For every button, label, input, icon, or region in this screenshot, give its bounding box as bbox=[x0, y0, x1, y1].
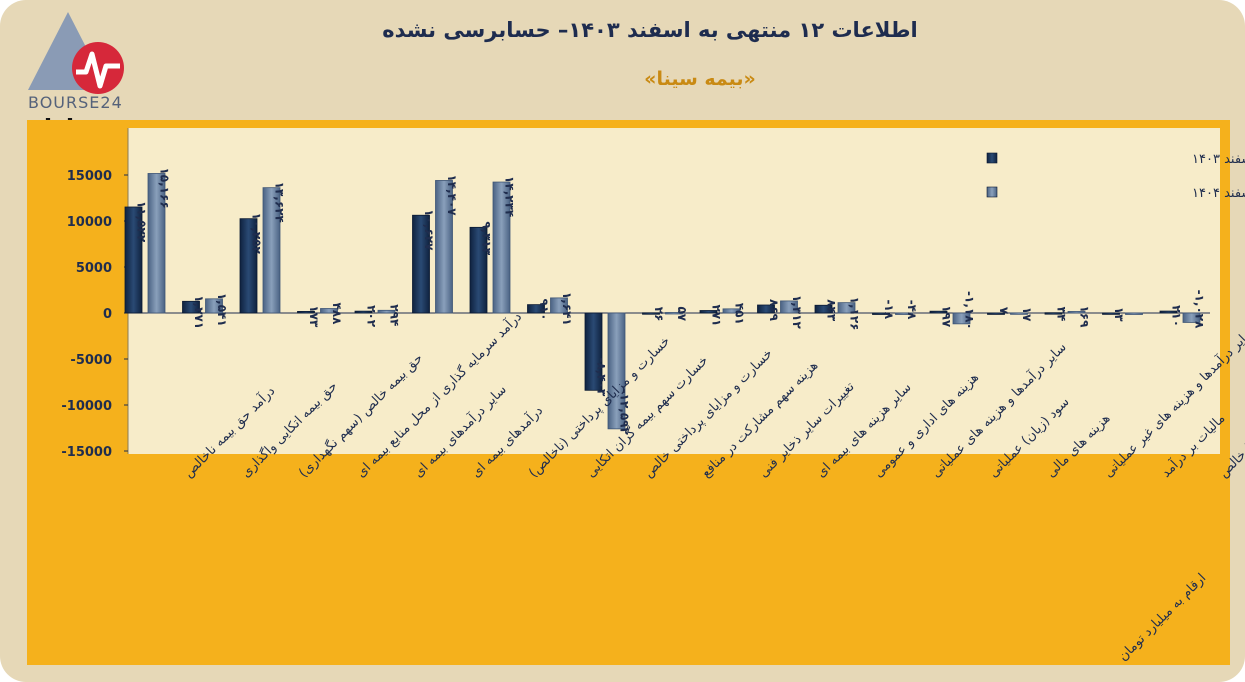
bar-series-2 bbox=[1010, 312, 1028, 315]
logo-brand-text: BOURSE24 bbox=[28, 93, 123, 112]
data-label: ۱۷۳ bbox=[307, 305, 321, 328]
data-label: -۸,۴۰۳ bbox=[595, 357, 609, 397]
bar-series-2 bbox=[665, 312, 683, 315]
y-tick-label: 15000 bbox=[67, 169, 112, 184]
bar-series-2 bbox=[607, 312, 626, 430]
legend-entry-2: عملکرد منتهی به اسفند ۱۴۰۴ bbox=[1192, 186, 1245, 201]
bar-series-2 bbox=[550, 297, 568, 314]
data-label: ۱,۵۴۱ bbox=[215, 293, 229, 327]
bar-series-1 bbox=[124, 206, 143, 314]
data-label: ۴۸۸ bbox=[330, 303, 344, 326]
data-label: ۲۶ bbox=[652, 307, 666, 322]
bar-series-2 bbox=[377, 309, 396, 314]
data-label: ۱۹۷ bbox=[940, 305, 954, 328]
data-label: ۴۵۱ bbox=[733, 303, 747, 325]
data-label: ۱۷ bbox=[1020, 307, 1034, 322]
bar-series-1 bbox=[584, 312, 603, 391]
data-label: ۱۴,۴۰۷ bbox=[445, 174, 459, 216]
bar-series-2 bbox=[1125, 312, 1143, 315]
data-label: -۱,۱۸۰ bbox=[963, 291, 977, 330]
bar-series-1 bbox=[297, 311, 315, 314]
data-label: ۱,۲۷۱ bbox=[192, 295, 206, 329]
bar-series-1 bbox=[699, 310, 718, 314]
bar-series-2 bbox=[895, 312, 913, 315]
bourse24-logo: BOURSE24 bbox=[28, 12, 124, 112]
heartbeat-icon bbox=[76, 51, 120, 89]
bar-series-1 bbox=[1102, 312, 1120, 315]
data-label: ۲۰۲ bbox=[365, 305, 379, 328]
bar-series-2 bbox=[1182, 312, 1201, 323]
bar-series-1 bbox=[239, 218, 258, 314]
data-label: ۱,۱۲۶ bbox=[848, 297, 862, 331]
chart-subtitle: «بیمه سینا» bbox=[644, 68, 756, 90]
bar-series-2 bbox=[780, 300, 798, 314]
data-label: -۱۲,۵۹۲ bbox=[618, 389, 632, 436]
bar-series-2 bbox=[1067, 311, 1086, 314]
data-label: ۱۳,۶۲۴ bbox=[273, 182, 287, 223]
y-tick-label: -10000 bbox=[61, 399, 112, 414]
y-tick-label: 5000 bbox=[76, 261, 112, 276]
bar-series-1 bbox=[872, 312, 890, 315]
y-tick-label: 10000 bbox=[67, 215, 112, 230]
data-label: -۱۸ bbox=[882, 300, 896, 320]
bar-series-2 bbox=[320, 308, 338, 314]
data-label: ۲۹۴ bbox=[388, 304, 402, 326]
chart-title: اطلاعات ۱۲ منتهی به اسفند ۱۴۰۳– حسابرسی … bbox=[382, 18, 918, 42]
bar-series-2 bbox=[435, 180, 453, 314]
y-tick-label: -5000 bbox=[70, 353, 112, 368]
data-label: ۵۷ bbox=[675, 306, 689, 321]
bar-series-2 bbox=[722, 308, 741, 314]
data-label: ۹۱۰ bbox=[537, 299, 551, 321]
plot-area bbox=[128, 128, 1220, 454]
bar-series-1 bbox=[1044, 312, 1063, 315]
bar-series-2 bbox=[262, 187, 281, 314]
bar-series-1 bbox=[642, 312, 660, 315]
data-label: ۳۴ bbox=[1055, 307, 1069, 322]
legend-swatch-2 bbox=[986, 186, 998, 198]
bar-series-1 bbox=[354, 310, 373, 314]
data-label: ۲۷۱ bbox=[710, 305, 724, 327]
data-label: ۱۵,۱۶۶ bbox=[158, 167, 172, 208]
bar-series-2 bbox=[952, 312, 971, 325]
data-label: ۷ bbox=[997, 307, 1011, 315]
bar-series-1 bbox=[814, 304, 833, 314]
y-tick-label: -15000 bbox=[61, 445, 112, 460]
data-label: ۱,۳۱۲ bbox=[790, 295, 804, 330]
bar-series-2 bbox=[837, 302, 856, 314]
bar-series-1 bbox=[182, 300, 200, 314]
bar-series-2 bbox=[492, 181, 511, 314]
data-label: ۸۴۳ bbox=[825, 299, 839, 322]
bar-series-1 bbox=[1159, 310, 1178, 314]
bar-series-1 bbox=[469, 226, 488, 314]
data-label: ۸۶۹ bbox=[767, 299, 781, 322]
legend-swatch-1 bbox=[986, 152, 998, 164]
bar-series-1 bbox=[987, 312, 1005, 315]
data-label: -۱,۰۲۸ bbox=[1193, 290, 1207, 330]
data-label: ۱۰,۲۵۲ bbox=[250, 213, 264, 255]
legend-entry-1: عملکرد منتهی به اسفند ۱۴۰۳ bbox=[1192, 152, 1245, 167]
bar-series-1 bbox=[412, 214, 430, 314]
data-label: ۱۱,۵۲۲ bbox=[135, 201, 149, 243]
bar-series-2 bbox=[205, 298, 223, 314]
data-label: ۱۰,۶۲۷ bbox=[422, 209, 436, 251]
data-label: ۱۳ bbox=[1112, 307, 1126, 322]
data-label: ۱,۶۴۱ bbox=[560, 292, 574, 326]
bar-series-1 bbox=[757, 304, 775, 314]
data-label: ۹,۳۱۳ bbox=[480, 221, 494, 256]
bar-series-1 bbox=[527, 304, 545, 314]
bar-series-2 bbox=[147, 173, 166, 314]
bar-series-1 bbox=[929, 310, 948, 314]
data-label: ۲۱۰ bbox=[1170, 305, 1184, 327]
data-label: ۱۶۹ bbox=[1078, 305, 1092, 328]
y-tick-label: 0 bbox=[103, 307, 112, 322]
data-label: ۱۴,۲۳۴ bbox=[503, 176, 517, 217]
data-label: -۴۸ bbox=[905, 300, 919, 320]
